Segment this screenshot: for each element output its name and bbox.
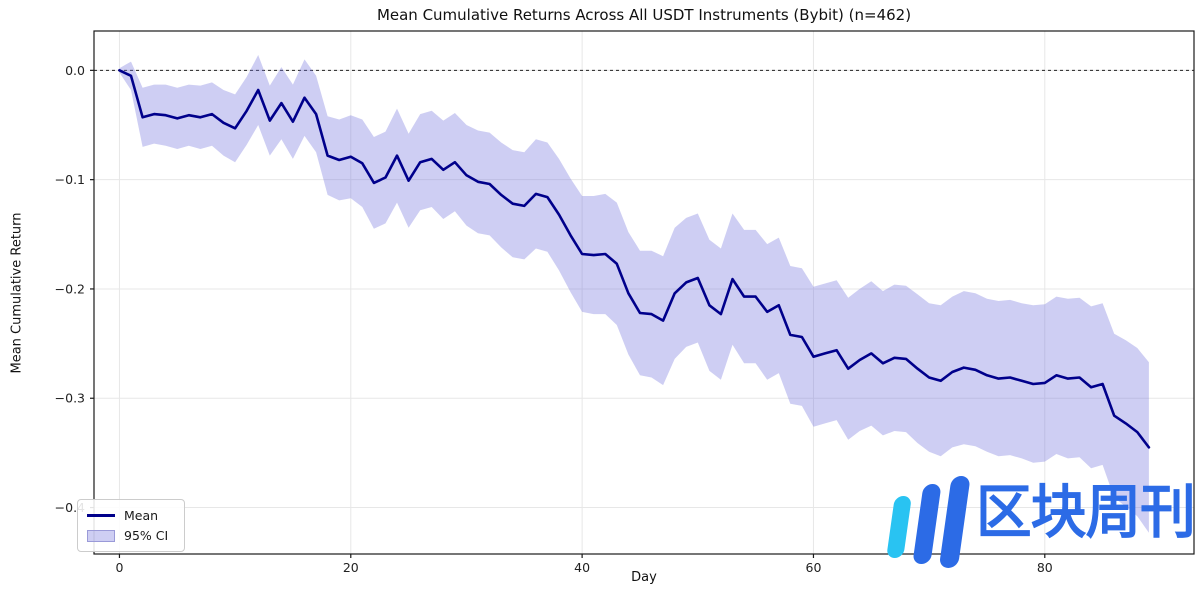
y-tick-label: −0.3: [55, 391, 85, 406]
legend-item-ci: 95% CI: [87, 527, 175, 544]
legend-ci-patch-swatch: [87, 529, 115, 542]
legend-box: Mean 95% CI: [77, 499, 185, 552]
x-tick-label: 80: [1037, 560, 1053, 575]
watermark-logo: 区块周刊: [878, 474, 1200, 569]
x-tick-label: 60: [806, 560, 822, 575]
legend-ci-label: 95% CI: [124, 528, 169, 543]
watermark-mark-icon: [887, 476, 970, 568]
x-axis-label: Day: [631, 570, 657, 585]
ci-band: [119, 55, 1149, 533]
chart-title: Mean Cumulative Returns Across All USDT …: [376, 6, 912, 24]
y-tick-label: 0.0: [65, 63, 85, 78]
x-tick-label: 20: [343, 560, 359, 575]
mean-line: [118, 69, 1151, 449]
y-axis-label: Mean Cumulative Return: [9, 212, 25, 374]
legend-mean-label: Mean: [124, 508, 159, 523]
watermark-text: 区块周刊: [976, 478, 1196, 546]
y-tick-label: −0.2: [55, 281, 85, 296]
legend-item-mean: Mean: [87, 507, 175, 524]
x-tick-label: 0: [115, 560, 123, 575]
y-tick-label: −0.1: [55, 172, 85, 187]
x-tick-label: 40: [574, 560, 590, 575]
axes-spines: [93, 30, 1195, 555]
legend-mean-line-swatch: [87, 514, 115, 517]
